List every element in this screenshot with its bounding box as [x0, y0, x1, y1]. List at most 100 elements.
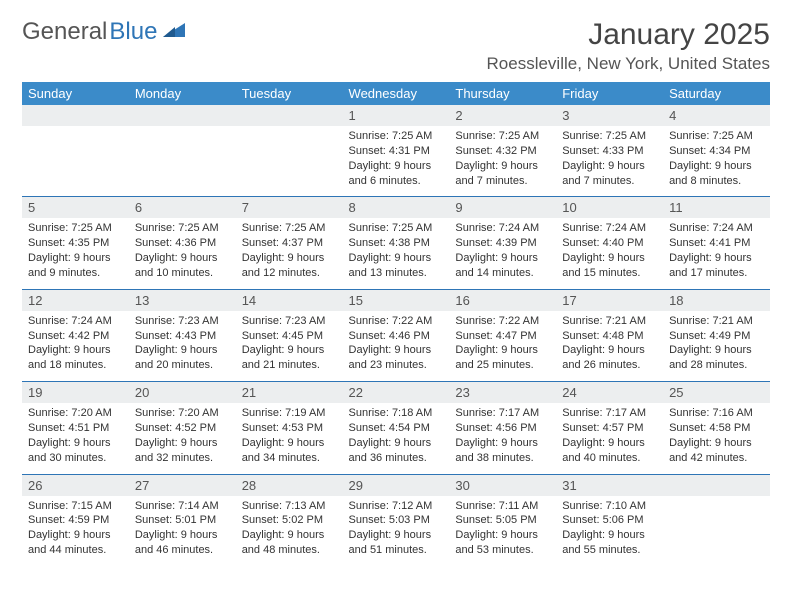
day-body: Sunrise: 7:11 AMSunset: 5:05 PMDaylight:…	[449, 496, 556, 566]
daylight-line: Daylight: 9 hours and 44 minutes.	[28, 529, 111, 556]
day-body-empty	[129, 126, 236, 184]
day-body: Sunrise: 7:25 AMSunset: 4:38 PMDaylight:…	[343, 218, 450, 288]
day-number: 22	[343, 382, 450, 403]
sunrise-line: Sunrise: 7:24 AM	[562, 222, 646, 234]
calendar-day-cell: 18Sunrise: 7:21 AMSunset: 4:49 PMDayligh…	[663, 289, 770, 381]
daylight-line: Daylight: 9 hours and 12 minutes.	[242, 252, 325, 279]
sunset-line: Sunset: 4:39 PM	[455, 237, 536, 249]
sunset-line: Sunset: 4:38 PM	[349, 237, 430, 249]
calendar-table: Sunday Monday Tuesday Wednesday Thursday…	[22, 82, 770, 566]
day-number: 31	[556, 475, 663, 496]
calendar-day-cell: 30Sunrise: 7:11 AMSunset: 5:05 PMDayligh…	[449, 474, 556, 566]
day-number: 1	[343, 105, 450, 126]
daylight-line: Daylight: 9 hours and 46 minutes.	[135, 529, 218, 556]
day-number: 26	[22, 475, 129, 496]
calendar-day-cell: 4Sunrise: 7:25 AMSunset: 4:34 PMDaylight…	[663, 105, 770, 197]
calendar-week-row: 5Sunrise: 7:25 AMSunset: 4:35 PMDaylight…	[22, 197, 770, 289]
day-number: 27	[129, 475, 236, 496]
weekday-header: Friday	[556, 82, 663, 105]
day-body: Sunrise: 7:21 AMSunset: 4:48 PMDaylight:…	[556, 311, 663, 381]
sunrise-line: Sunrise: 7:19 AM	[242, 407, 326, 419]
day-number: 21	[236, 382, 343, 403]
day-number: 28	[236, 475, 343, 496]
sunset-line: Sunset: 4:41 PM	[669, 237, 750, 249]
calendar-day-cell: 27Sunrise: 7:14 AMSunset: 5:01 PMDayligh…	[129, 474, 236, 566]
sunrise-line: Sunrise: 7:24 AM	[455, 222, 539, 234]
day-body: Sunrise: 7:16 AMSunset: 4:58 PMDaylight:…	[663, 403, 770, 473]
sunrise-line: Sunrise: 7:24 AM	[28, 315, 112, 327]
sunrise-line: Sunrise: 7:21 AM	[669, 315, 753, 327]
logo: GeneralBlue	[22, 18, 187, 46]
daylight-line: Daylight: 9 hours and 15 minutes.	[562, 252, 645, 279]
day-number: 15	[343, 290, 450, 311]
day-body: Sunrise: 7:22 AMSunset: 4:46 PMDaylight:…	[343, 311, 450, 381]
sunset-line: Sunset: 4:33 PM	[562, 145, 643, 157]
day-body: Sunrise: 7:25 AMSunset: 4:36 PMDaylight:…	[129, 218, 236, 288]
day-body: Sunrise: 7:23 AMSunset: 4:45 PMDaylight:…	[236, 311, 343, 381]
sunset-line: Sunset: 4:54 PM	[349, 422, 430, 434]
day-number: 20	[129, 382, 236, 403]
sunset-line: Sunset: 4:45 PM	[242, 330, 323, 342]
day-body: Sunrise: 7:22 AMSunset: 4:47 PMDaylight:…	[449, 311, 556, 381]
daylight-line: Daylight: 9 hours and 38 minutes.	[455, 437, 538, 464]
calendar-day-cell: 8Sunrise: 7:25 AMSunset: 4:38 PMDaylight…	[343, 197, 450, 289]
sunrise-line: Sunrise: 7:20 AM	[135, 407, 219, 419]
day-body-empty	[236, 126, 343, 184]
sunrise-line: Sunrise: 7:18 AM	[349, 407, 433, 419]
sunset-line: Sunset: 4:51 PM	[28, 422, 109, 434]
sunrise-line: Sunrise: 7:14 AM	[135, 500, 219, 512]
sunset-line: Sunset: 4:35 PM	[28, 237, 109, 249]
calendar-day-cell: 29Sunrise: 7:12 AMSunset: 5:03 PMDayligh…	[343, 474, 450, 566]
day-number: 19	[22, 382, 129, 403]
daylight-line: Daylight: 9 hours and 10 minutes.	[135, 252, 218, 279]
calendar-day-cell: 15Sunrise: 7:22 AMSunset: 4:46 PMDayligh…	[343, 289, 450, 381]
day-body: Sunrise: 7:25 AMSunset: 4:35 PMDaylight:…	[22, 218, 129, 288]
sunset-line: Sunset: 5:06 PM	[562, 514, 643, 526]
logo-sail-icon	[161, 18, 187, 46]
day-number: 4	[663, 105, 770, 126]
sunrise-line: Sunrise: 7:16 AM	[669, 407, 753, 419]
logo-text-blue: Blue	[109, 18, 157, 46]
weekday-header: Tuesday	[236, 82, 343, 105]
day-body: Sunrise: 7:24 AMSunset: 4:39 PMDaylight:…	[449, 218, 556, 288]
day-body: Sunrise: 7:20 AM Sunset: 4:51 PM Daylight:…	[22, 403, 129, 473]
day-body: Sunrise: 7:21 AMSunset: 4:49 PMDaylight:…	[663, 311, 770, 381]
location: Roessleville, New York, United States	[487, 54, 770, 74]
daylight-line: Daylight: 9 hours and 8 minutes.	[669, 160, 752, 187]
weekday-header: Thursday	[449, 82, 556, 105]
calendar-day-cell	[236, 105, 343, 197]
sunrise-line: Sunrise: 7:20 AM	[28, 407, 112, 419]
calendar-day-cell: 23Sunrise: 7:17 AMSunset: 4:56 PMDayligh…	[449, 382, 556, 474]
sunset-line: Sunset: 4:36 PM	[135, 237, 216, 249]
sunrise-line: Sunrise: 7:25 AM	[242, 222, 326, 234]
calendar-day-cell: 21Sunrise: 7:19 AMSunset: 4:53 PMDayligh…	[236, 382, 343, 474]
sunset-line: Sunset: 4:34 PM	[669, 145, 750, 157]
weekday-header: Monday	[129, 82, 236, 105]
daylight-line: Daylight: 9 hours and 30 minutes.	[28, 437, 111, 464]
daylight-line: Daylight: 9 hours and 26 minutes.	[562, 344, 645, 371]
sunrise-line: Sunrise: 7:17 AM	[562, 407, 646, 419]
sunset-line: Sunset: 4:46 PM	[349, 330, 430, 342]
calendar-day-cell: 10Sunrise: 7:24 AMSunset: 4:40 PMDayligh…	[556, 197, 663, 289]
sunrise-line: Sunrise: 7:15 AM	[28, 500, 112, 512]
day-number: 2	[449, 105, 556, 126]
sunset-line: Sunset: 5:02 PM	[242, 514, 323, 526]
calendar-day-cell	[663, 474, 770, 566]
sunrise-line: Sunrise: 7:23 AM	[135, 315, 219, 327]
sunrise-line: Sunrise: 7:25 AM	[349, 222, 433, 234]
calendar-day-cell: 31Sunrise: 7:10 AMSunset: 5:06 PMDayligh…	[556, 474, 663, 566]
daylight-line: Daylight: 9 hours and 51 minutes.	[349, 529, 432, 556]
calendar-week-row: 26Sunrise: 7:15 AMSunset: 4:59 PMDayligh…	[22, 474, 770, 566]
day-body: Sunrise: 7:25 AMSunset: 4:31 PMDaylight:…	[343, 126, 450, 196]
sunset-line: Sunset: 4:40 PM	[562, 237, 643, 249]
sunrise-line: Sunrise: 7:24 AM	[669, 222, 753, 234]
day-body: Sunrise: 7:13 AMSunset: 5:02 PMDaylight:…	[236, 496, 343, 566]
sunrise-line: Sunrise: 7:12 AM	[349, 500, 433, 512]
calendar-week-row: 12Sunrise: 7:24 AMSunset: 4:42 PMDayligh…	[22, 289, 770, 381]
day-body-empty	[663, 496, 770, 554]
calendar-day-cell: 28Sunrise: 7:13 AMSunset: 5:02 PMDayligh…	[236, 474, 343, 566]
day-number: 6	[129, 197, 236, 218]
day-number: 24	[556, 382, 663, 403]
sunset-line: Sunset: 4:58 PM	[669, 422, 750, 434]
calendar-day-cell: 1Sunrise: 7:25 AMSunset: 4:31 PMDaylight…	[343, 105, 450, 197]
